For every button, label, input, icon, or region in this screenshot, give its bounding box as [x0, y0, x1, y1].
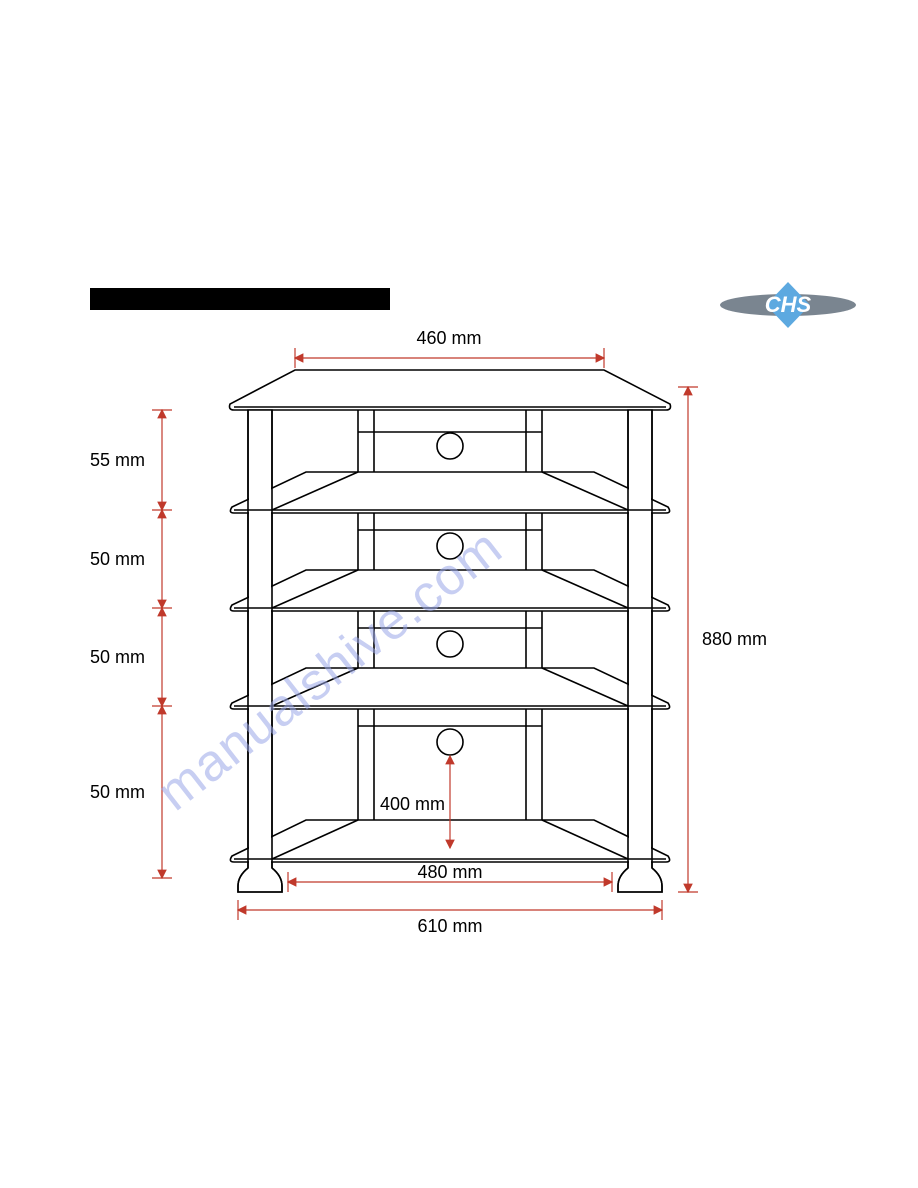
cable-hole-1: [437, 433, 463, 459]
dim-section-3: 150 mm: [90, 647, 145, 667]
top-shelf: [230, 370, 671, 410]
dim-total-width: 610 mm: [417, 916, 482, 936]
dimensions-diagram: 460 mm 880 mm 155 mm 150 mm 150 mm 250 m…: [90, 320, 830, 960]
dim-inner-width: 480 mm: [417, 862, 482, 882]
dim-section-1: 155 mm: [90, 450, 145, 470]
dim-section-4: 250 mm: [90, 782, 145, 802]
shelf-2: [230, 472, 669, 513]
cable-hole-4: [437, 729, 463, 755]
cable-hole-3: [437, 631, 463, 657]
shelf-4: [230, 668, 669, 709]
shelf-3: [230, 570, 669, 611]
dim-section-2: 150 mm: [90, 549, 145, 569]
dim-inner-depth: 400 mm: [380, 794, 445, 814]
logo-text: CHS: [765, 292, 812, 317]
dim-top-width: 460 mm: [416, 328, 481, 348]
dim-total-height: 880 mm: [702, 629, 767, 649]
cable-hole-2: [437, 533, 463, 559]
title-bar: [90, 288, 390, 310]
